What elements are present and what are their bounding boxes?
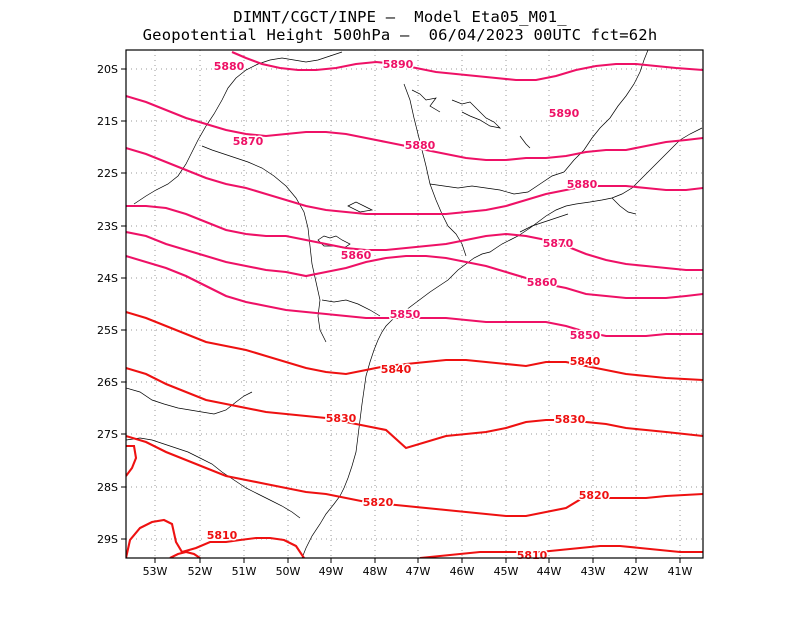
contour-label: 5890	[549, 107, 580, 120]
lat-tick-label: 28S	[97, 481, 118, 494]
lon-tick-label: 50W	[276, 565, 301, 578]
map-title-line2: Geopotential Height 500hPa — 06/04/2023 …	[142, 26, 658, 44]
contour-label: 5890	[383, 58, 414, 71]
contour-label: 5830	[555, 413, 586, 426]
lat-tick-label: 23S	[97, 220, 118, 233]
lon-tick-label: 41W	[668, 565, 693, 578]
lon-tick-label: 43W	[581, 565, 606, 578]
contour-label: 5860	[341, 249, 372, 262]
lat-tick-label: 21S	[97, 115, 118, 128]
contour-label: 5820	[579, 489, 610, 502]
contour-label: 5810	[517, 549, 548, 562]
contour-labels: 5880 5890 5890 5870 5880 5880 5870 5860 5860 5850…	[205, 57, 611, 564]
lat-tick-label: 22S	[97, 167, 118, 180]
contour-label: 5830	[326, 412, 357, 425]
contour-label: 5840	[381, 363, 412, 376]
contour-label: 5880	[567, 178, 598, 191]
lon-tick-label: 48W	[363, 565, 388, 578]
coastline-and-borders	[126, 50, 703, 558]
lon-tick-label: 42W	[624, 565, 649, 578]
height-contours	[126, 51, 703, 558]
contour-label: 5850	[390, 308, 421, 321]
lat-tick-label: 26S	[97, 376, 118, 389]
lon-tick-label: 51W	[232, 565, 257, 578]
map-title-line1: DIMNT/CGCT/INPE — Model Eta05_M01_	[233, 8, 567, 26]
contour-label: 5880	[214, 60, 245, 73]
lat-tick-label: 27S	[97, 428, 118, 441]
contour-label: 5870	[233, 135, 264, 148]
contour-label: 5870	[543, 237, 574, 250]
lat-tick-label: 20S	[97, 63, 118, 76]
lon-tick-label: 47W	[406, 565, 431, 578]
contour-label: 5850	[570, 329, 601, 342]
contour-label: 5840	[570, 355, 601, 368]
longitude-axis: 53W 52W 51W 50W 49W 48W 47W 46W 45W 44W 43W 42W 41W	[143, 558, 693, 578]
latitude-axis: 20S 21S 22S 23S 24S 25S 26S 27S 28S 29S	[97, 63, 126, 546]
lon-tick-label: 45W	[494, 565, 519, 578]
contour-label: 5820	[363, 496, 394, 509]
lat-tick-label: 24S	[97, 272, 118, 285]
contour-label: 5880	[405, 139, 436, 152]
plot-frame	[125, 49, 704, 559]
lon-tick-label: 53W	[143, 565, 168, 578]
contour-label: 5860	[527, 276, 558, 289]
lon-tick-label: 49W	[319, 565, 344, 578]
lon-tick-label: 46W	[450, 565, 475, 578]
lon-tick-label: 44W	[537, 565, 562, 578]
lat-tick-label: 29S	[97, 533, 118, 546]
lon-tick-label: 52W	[188, 565, 213, 578]
contour-label: 5810	[207, 529, 238, 542]
lat-tick-label: 25S	[97, 324, 118, 337]
